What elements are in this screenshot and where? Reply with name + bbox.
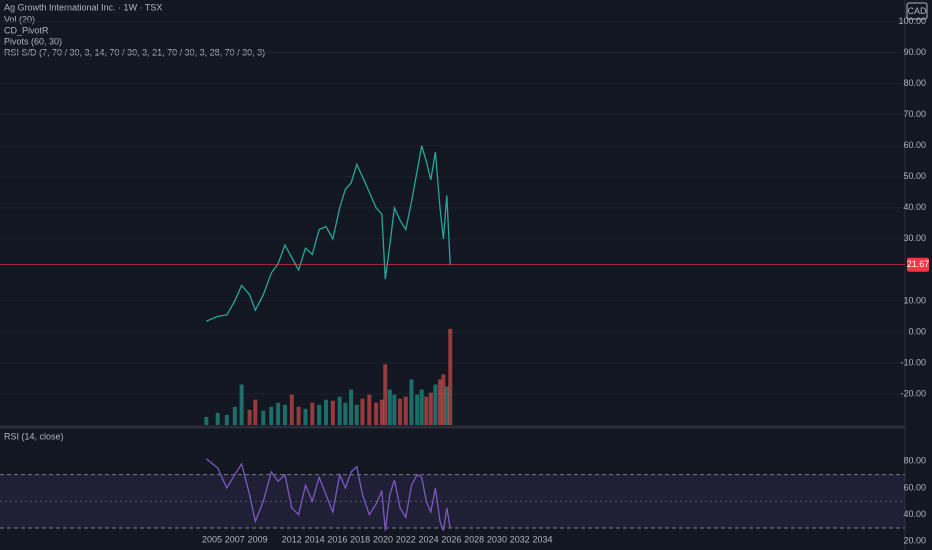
- line-series: [206, 145, 451, 322]
- volume-bar: [379, 399, 384, 425]
- volume-bar: [247, 409, 252, 425]
- volume-bar: [448, 328, 453, 425]
- volume-bar: [337, 396, 342, 425]
- x-tick-label: 2026: [441, 534, 461, 544]
- indicator: Vol (20): [4, 14, 35, 24]
- volume-bar: [282, 404, 287, 425]
- x-tick-label: 2022: [396, 534, 416, 544]
- indicator: CD_PivotR: [4, 25, 49, 35]
- volume-bar: [317, 404, 322, 425]
- volume-bar: [409, 379, 414, 425]
- volume-bar: [383, 364, 388, 425]
- y-tick-label: 40.00: [903, 202, 926, 212]
- x-tick-label: 2016: [327, 534, 347, 544]
- volume-bar: [398, 398, 403, 425]
- volume-bar: [276, 402, 281, 425]
- volume-bar: [415, 394, 420, 425]
- volume-bar: [330, 400, 335, 425]
- last-price-tag: [907, 257, 929, 272]
- y-tick-label: 30.00: [903, 233, 926, 243]
- volume-bar: [239, 384, 244, 425]
- x-tick-label: 2007: [225, 534, 245, 544]
- volume-bar: [204, 416, 209, 425]
- volume-bar: [419, 389, 424, 425]
- y-tick-label: 40.00: [903, 509, 926, 519]
- y-tick-label: 60.00: [903, 482, 926, 492]
- y-tick-label: 20.00: [903, 536, 926, 546]
- x-tick-label: 2032: [510, 534, 530, 544]
- y-tick-label: 0.00: [908, 326, 926, 336]
- volume-bar: [360, 398, 365, 425]
- y-tick-label: 60.00: [903, 140, 926, 150]
- volume-bar: [323, 399, 328, 425]
- last-price-label: 21.67: [907, 259, 930, 269]
- y-tick-label: -10.00: [900, 357, 926, 367]
- y-tick-label: 80.00: [903, 456, 926, 466]
- x-tick-label: 2014: [305, 534, 325, 544]
- x-tick-label: 2028: [464, 534, 484, 544]
- x-tick-label: 2005: [202, 534, 222, 544]
- y-tick-label: 50.00: [903, 171, 926, 181]
- indicator: Pivots (60, 30): [4, 36, 62, 46]
- volume-bar: [354, 404, 359, 425]
- volume-bar: [433, 384, 438, 425]
- volume-bar: [424, 396, 429, 425]
- volume-bar: [296, 406, 301, 425]
- volume-bar: [437, 379, 442, 425]
- volume-bar: [224, 414, 229, 425]
- x-tick-label: 2034: [533, 534, 553, 544]
- volume-bar: [392, 394, 397, 425]
- volume-bar: [303, 408, 308, 425]
- volume-bar: [232, 406, 237, 425]
- chart-title: Ag Growth International Inc. · 1W · TSX: [4, 2, 162, 12]
- volume-bar: [374, 402, 379, 425]
- y-tick-label: 70.00: [903, 109, 926, 119]
- x-tick-label: 2012: [282, 534, 302, 544]
- volume-bar: [343, 402, 348, 425]
- y-tick-label: -20.00: [900, 388, 926, 398]
- volume-bar: [441, 374, 446, 425]
- y-tick-label: 90.00: [903, 47, 926, 57]
- volume-bar: [261, 410, 266, 425]
- rsi-title: RSI (14, close): [4, 431, 64, 441]
- y-tick-label: 10.00: [903, 295, 926, 305]
- volume-bar: [269, 406, 274, 425]
- y-tick-label: 80.00: [903, 78, 926, 88]
- line-series: [205, 458, 451, 531]
- volume-bar: [403, 396, 408, 425]
- volume-bar: [387, 389, 392, 425]
- x-tick-label: 2020: [373, 534, 393, 544]
- y-tick-label: 100.00: [898, 16, 926, 26]
- volume-bar: [428, 392, 433, 425]
- x-tick-label: 2018: [350, 534, 370, 544]
- currency-box[interactable]: [906, 2, 928, 20]
- volume-bar: [444, 386, 449, 425]
- x-tick-label: 2009: [248, 534, 268, 544]
- x-tick-label: 2024: [419, 534, 439, 544]
- volume-bar: [349, 389, 354, 425]
- x-tick-label: 2030: [487, 534, 507, 544]
- volume-bar: [289, 394, 294, 425]
- volume-bar: [310, 402, 315, 425]
- currency[interactable]: CAD: [907, 6, 927, 16]
- volume-bar: [215, 412, 220, 425]
- volume-bar: [367, 394, 372, 425]
- volume-bar: [253, 399, 258, 425]
